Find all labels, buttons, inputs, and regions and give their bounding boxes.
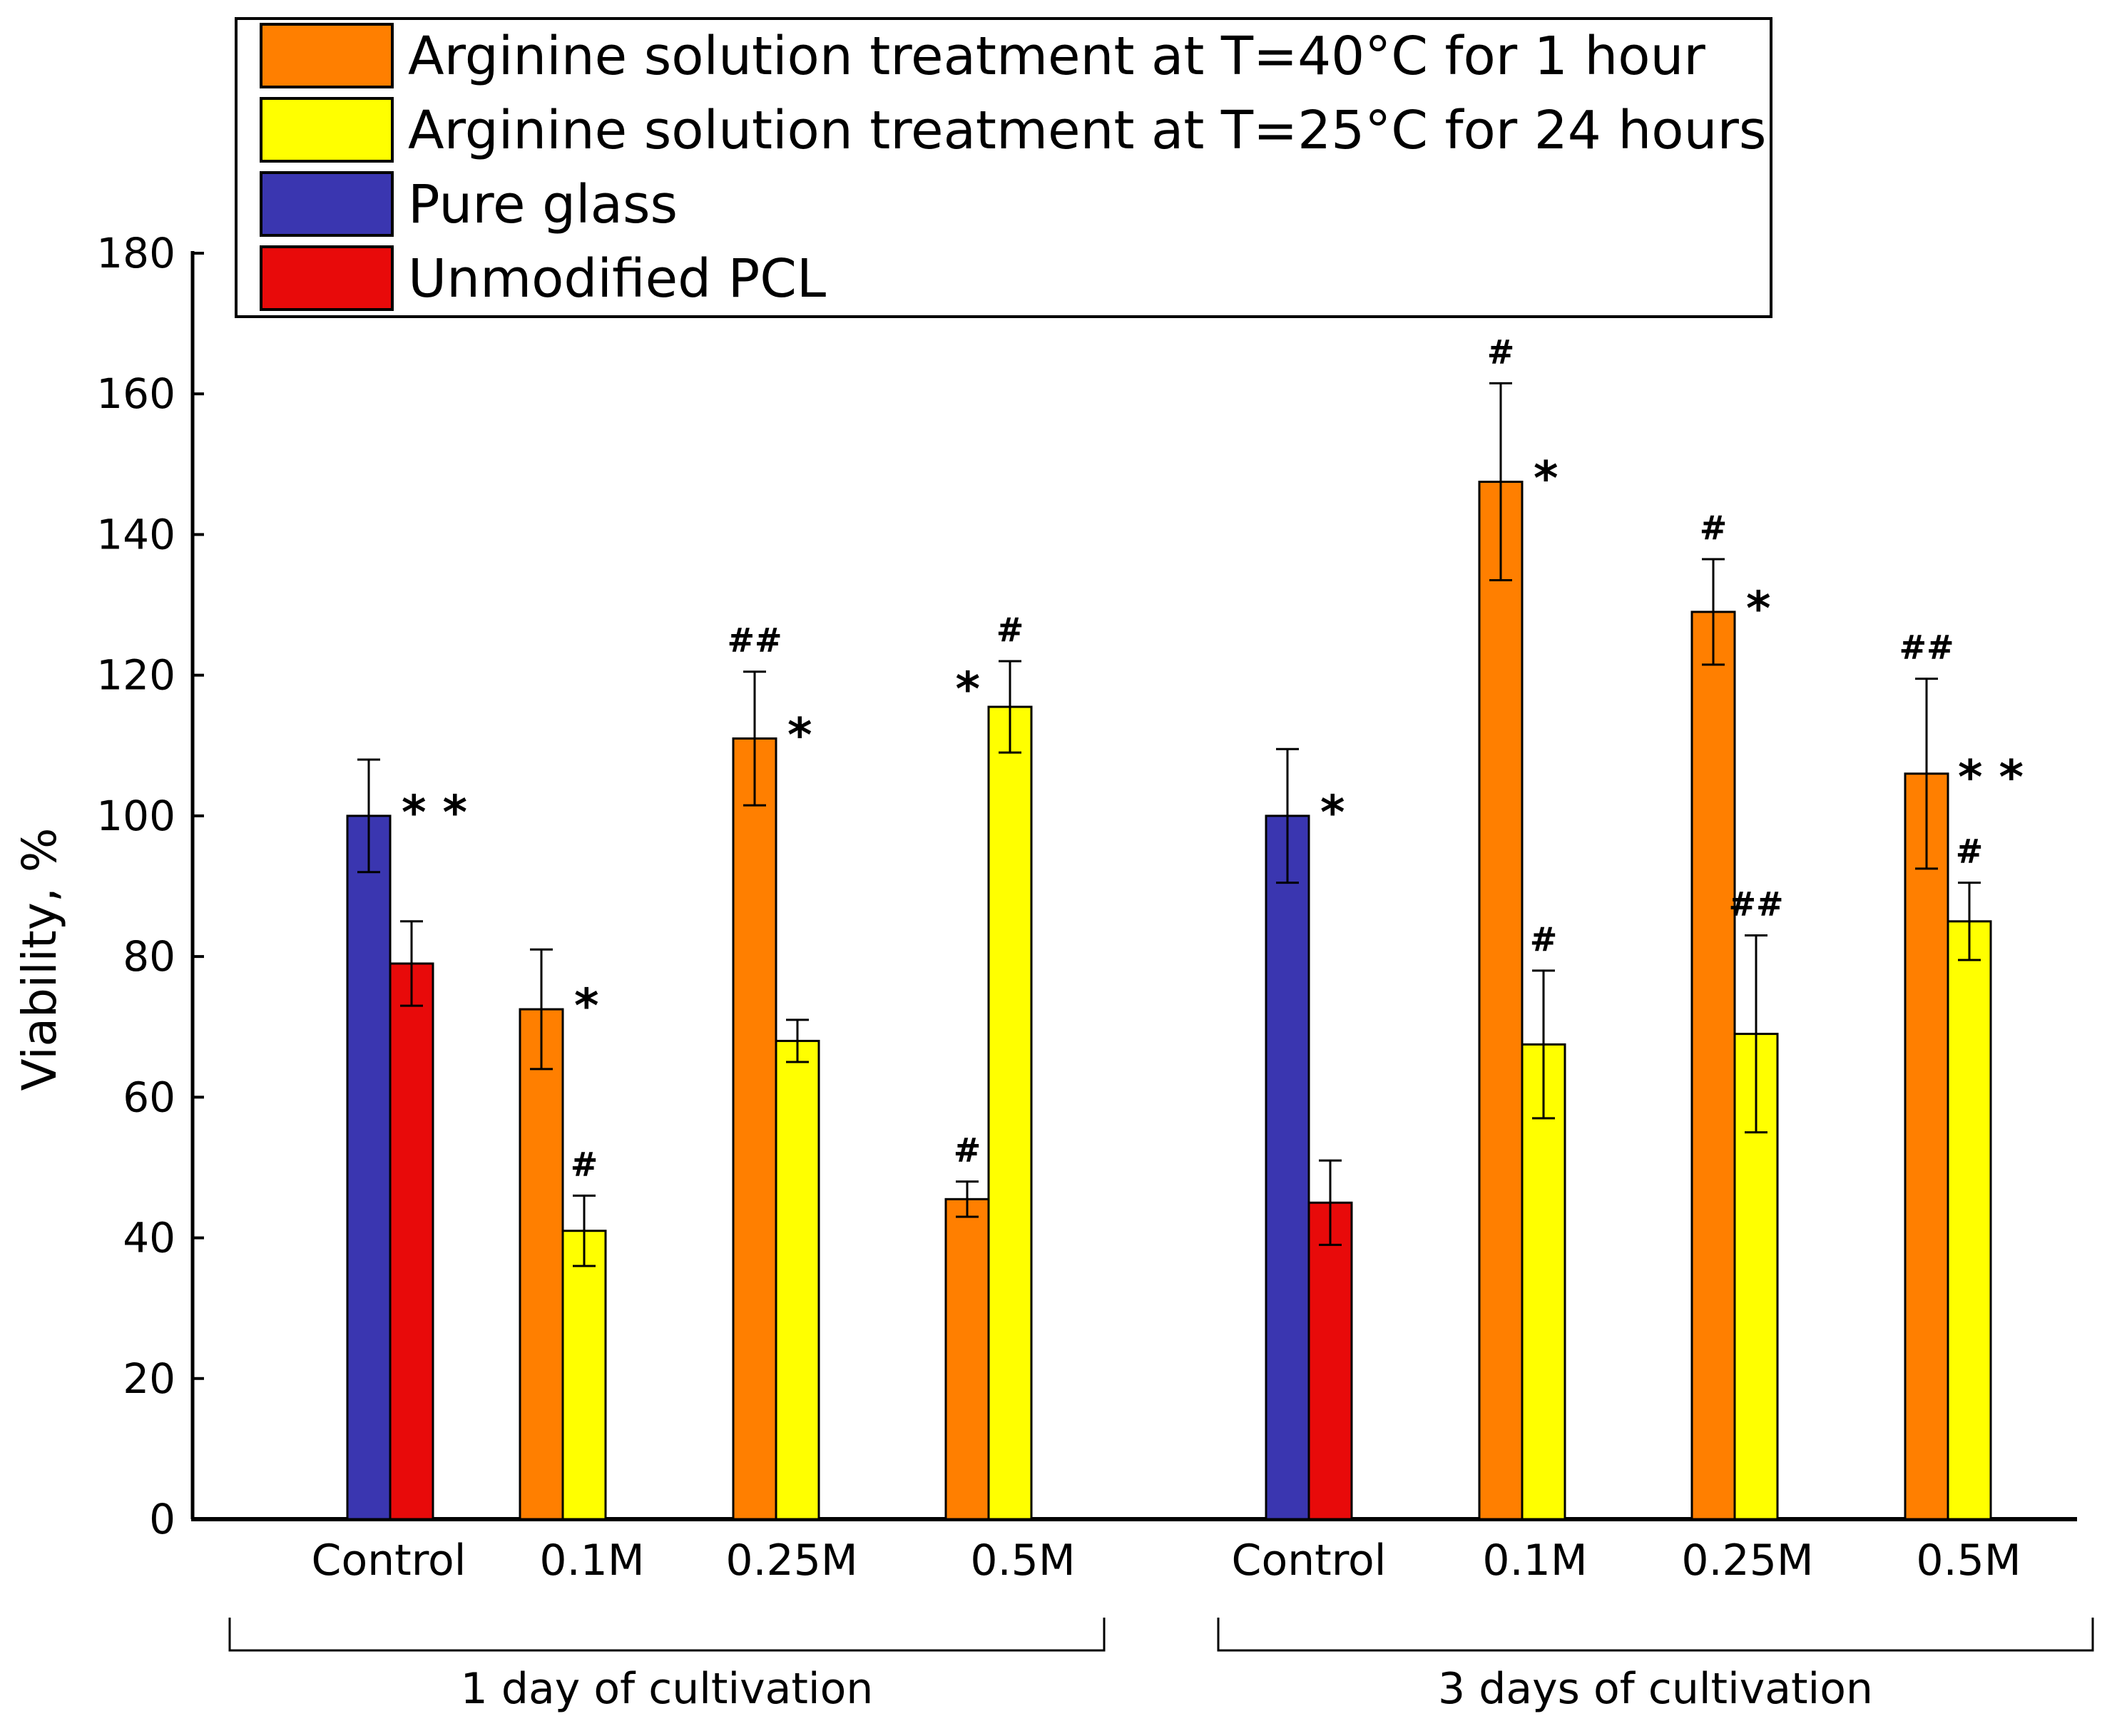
category-label: 0.5M bbox=[1916, 1536, 2021, 1586]
legend-swatch bbox=[260, 97, 394, 163]
significance-mark: # bbox=[1530, 920, 1558, 959]
significance-mark: # bbox=[571, 1145, 598, 1183]
significance-mark: * * bbox=[1958, 750, 2024, 805]
bar bbox=[732, 737, 777, 1521]
group-bracket bbox=[1217, 1618, 2094, 1652]
significance-mark: # bbox=[1487, 332, 1515, 371]
bar bbox=[1265, 815, 1310, 1521]
bar bbox=[1690, 611, 1736, 1521]
significance-mark: ## bbox=[727, 621, 782, 660]
significance-mark: * bbox=[955, 662, 980, 717]
legend-label: Unmodified PCL bbox=[408, 248, 826, 310]
bar bbox=[389, 962, 434, 1521]
group-brackets: 1 day of cultivation 3 days of cultivatio… bbox=[228, 1618, 2094, 1714]
legend-label: Arginine solution treatment at T=25°C fo… bbox=[408, 100, 1766, 161]
significance-mark: * * bbox=[402, 785, 467, 840]
y-tick-label: 180 bbox=[96, 229, 175, 277]
y-tick-label: 100 bbox=[96, 792, 175, 840]
y-tick-label: 0 bbox=[149, 1495, 175, 1543]
bar bbox=[561, 1230, 607, 1521]
bar bbox=[1904, 772, 1949, 1521]
legend-box bbox=[235, 17, 1772, 318]
category-label: 0.25M bbox=[1681, 1536, 1813, 1586]
y-ticks: 0 20 40 60 80 100 120 140 160 180 bbox=[96, 229, 204, 1543]
significance-mark: # bbox=[954, 1131, 981, 1170]
significance-mark: # bbox=[1956, 832, 1984, 871]
y-tick-label: 20 bbox=[123, 1354, 175, 1403]
error-bars bbox=[357, 382, 1981, 1267]
axes bbox=[190, 251, 2077, 1521]
significance-mark: # bbox=[1700, 509, 1728, 547]
category-label: Control bbox=[1232, 1536, 1387, 1586]
significance-mark: * bbox=[787, 708, 812, 762]
y-tick-label: 80 bbox=[123, 932, 175, 981]
significance-mark: * bbox=[1534, 451, 1559, 506]
category-label: Control bbox=[312, 1536, 466, 1586]
bar bbox=[346, 815, 392, 1521]
category-label: 0.1M bbox=[1482, 1536, 1587, 1586]
y-tick-label: 140 bbox=[96, 510, 175, 558]
group-label: 1 day of cultivation bbox=[461, 1664, 874, 1714]
legend: Arginine solution treatment at T=40°C fo… bbox=[235, 17, 1772, 318]
legend-swatch bbox=[260, 23, 394, 88]
y-tick-label: 160 bbox=[96, 369, 175, 418]
category-label: 0.25M bbox=[725, 1536, 857, 1586]
bar bbox=[1307, 1201, 1353, 1521]
group-label: 3 days of cultivation bbox=[1438, 1664, 1873, 1714]
bar bbox=[1478, 480, 1524, 1521]
y-tick-label: 120 bbox=[96, 651, 175, 700]
legend-swatch bbox=[260, 245, 394, 311]
bars bbox=[346, 480, 1992, 1521]
bar bbox=[987, 705, 1033, 1521]
group-bracket bbox=[228, 1618, 1106, 1652]
significance-mark: * bbox=[1746, 581, 1771, 636]
bar bbox=[519, 1008, 564, 1521]
significance-mark: ## bbox=[1728, 885, 1783, 924]
y-tick-label: 60 bbox=[123, 1073, 175, 1121]
bar bbox=[1947, 920, 1992, 1521]
significance-mark: # bbox=[996, 611, 1024, 649]
bar bbox=[944, 1198, 990, 1521]
y-tick-label: 40 bbox=[123, 1214, 175, 1262]
category-label: 0.5M bbox=[970, 1536, 1075, 1586]
legend-swatch bbox=[260, 171, 394, 237]
category-labels: Control 0.1M 0.25M 0.5M Control 0.1M 0.25M 0.5M bbox=[312, 1536, 2021, 1586]
category-label: 0.1M bbox=[539, 1536, 644, 1586]
y-axis-label: Viability, % bbox=[12, 828, 67, 1091]
legend-label: Arginine solution treatment at T=40°C fo… bbox=[408, 26, 1705, 87]
significance-mark: * bbox=[574, 979, 599, 1033]
legend-label: Pure glass bbox=[408, 174, 678, 235]
significance-mark: * bbox=[1320, 785, 1345, 840]
significance-marks: * **###*#*#*#*##*####* *# bbox=[402, 332, 2024, 1183]
significance-mark: ## bbox=[1899, 628, 1954, 667]
bar bbox=[1521, 1043, 1566, 1521]
bar bbox=[775, 1039, 820, 1521]
